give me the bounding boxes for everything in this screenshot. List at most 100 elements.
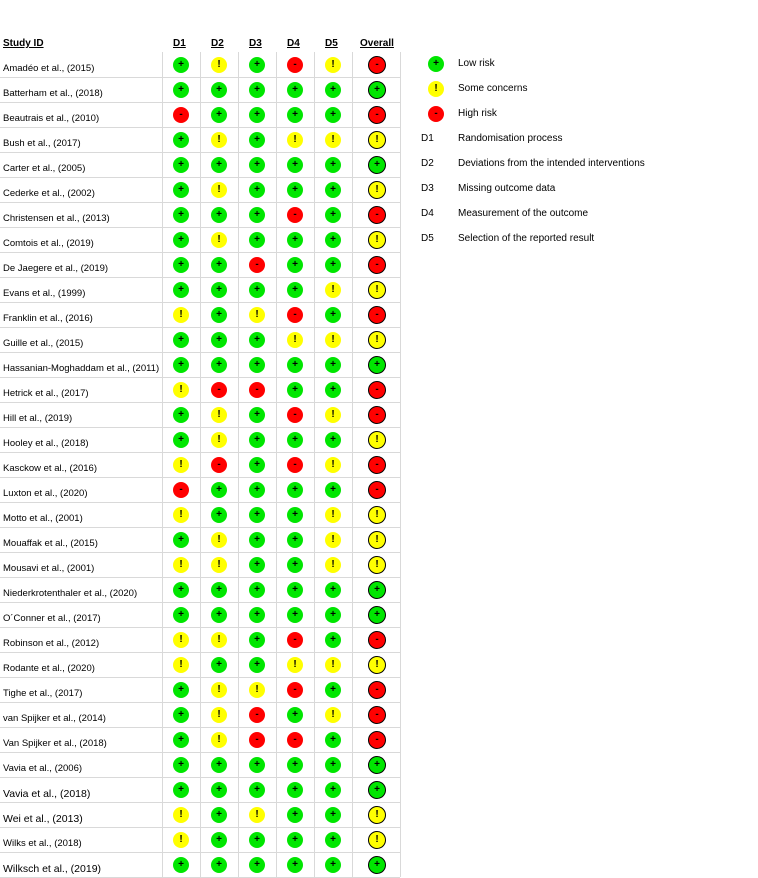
judgement-d3-some: ! <box>249 806 265 823</box>
judgement-d4-low: + <box>287 856 303 873</box>
judgement-overall-low: + <box>368 580 386 599</box>
judgement-overall-high: - <box>368 380 386 399</box>
judgement-overall-some: ! <box>368 655 386 674</box>
judgement-d3-low: + <box>249 106 265 123</box>
judgement-d4-low: + <box>287 581 303 598</box>
judgement-d5-low: + <box>325 381 341 398</box>
header-d5: D5 <box>325 38 338 49</box>
judgement-overall-high: - <box>368 630 386 649</box>
judgement-d2-low: + <box>211 781 227 798</box>
header-d2: D2 <box>211 38 224 49</box>
judgement-d5-low: + <box>325 756 341 773</box>
study-id: Luxton et al., (2020) <box>3 487 88 499</box>
row-divider <box>0 152 400 153</box>
judgement-d2-high: - <box>211 381 227 398</box>
judgement-d3-low: + <box>249 506 265 523</box>
judgement-d2-low: + <box>211 81 227 98</box>
study-id: Beautrais et al., (2010) <box>3 112 100 124</box>
judgement-d5-low: + <box>325 831 341 848</box>
judgement-d5-low: + <box>325 781 341 798</box>
judgement-d4-low: + <box>287 706 303 723</box>
judgement-overall-some: ! <box>368 830 386 849</box>
judgement-d3-low: + <box>249 556 265 573</box>
judgement-d1-high: - <box>173 106 189 123</box>
judgement-overall-low: + <box>368 605 386 624</box>
row-divider <box>0 377 400 378</box>
study-id: Rodante et al., (2020) <box>3 662 95 674</box>
legend-high-icon: - <box>428 106 444 122</box>
judgement-overall-high: - <box>368 730 386 749</box>
judgement-d1-some: ! <box>173 456 189 473</box>
judgement-d2-low: + <box>211 356 227 373</box>
row-divider <box>0 777 400 778</box>
row-divider <box>0 627 400 628</box>
column-divider <box>238 52 239 877</box>
judgement-d4-high: - <box>287 56 303 73</box>
row-divider <box>0 302 400 303</box>
judgement-overall-some: ! <box>368 430 386 449</box>
row-divider <box>0 227 400 228</box>
judgement-overall-high: - <box>368 705 386 724</box>
judgement-d1-some: ! <box>173 381 189 398</box>
header-study-id: Study ID <box>3 38 44 49</box>
judgement-d5-low: + <box>325 731 341 748</box>
judgement-d2-low: + <box>211 606 227 623</box>
header-overall: Overall <box>360 38 394 49</box>
judgement-d1-low: + <box>173 81 189 98</box>
judgement-d5-some: ! <box>325 456 341 473</box>
judgement-d4-low: + <box>287 281 303 298</box>
judgement-overall-high: - <box>368 455 386 474</box>
study-id: Comtois et al., (2019) <box>3 237 94 249</box>
judgement-overall-low: + <box>368 155 386 174</box>
judgement-d5-low: + <box>325 481 341 498</box>
study-id: Vavia et al., (2006) <box>3 762 83 774</box>
judgement-d3-high: - <box>249 381 265 398</box>
judgement-d5-low: + <box>325 206 341 223</box>
judgement-overall-high: - <box>368 105 386 124</box>
judgement-d4-low: + <box>287 531 303 548</box>
judgement-d2-some: ! <box>211 531 227 548</box>
legend-domain-key: D1 <box>421 133 434 144</box>
row-divider <box>0 177 400 178</box>
row-divider <box>0 802 400 803</box>
judgement-d3-low: + <box>249 781 265 798</box>
judgement-d1-some: ! <box>173 806 189 823</box>
judgement-d2-some: ! <box>211 431 227 448</box>
judgement-d2-low: + <box>211 806 227 823</box>
legend-domain-key: D5 <box>421 233 434 244</box>
judgement-d1-low: + <box>173 581 189 598</box>
study-id: Kasckow et al., (2016) <box>3 462 97 474</box>
study-id: Batterham et al., (2018) <box>3 87 103 99</box>
row-divider <box>0 477 400 478</box>
judgement-d1-low: + <box>173 706 189 723</box>
judgement-d1-low: + <box>173 731 189 748</box>
judgement-overall-high: - <box>368 680 386 699</box>
judgement-d1-low: + <box>173 856 189 873</box>
study-id: Vavia et al., (2018) <box>3 787 91 800</box>
judgement-d2-low: + <box>211 206 227 223</box>
judgement-d4-high: - <box>287 456 303 473</box>
study-id: Hill et al., (2019) <box>3 412 73 424</box>
judgement-d2-some: ! <box>211 131 227 148</box>
judgement-d1-low: + <box>173 606 189 623</box>
judgement-d3-low: + <box>249 56 265 73</box>
judgement-d3-low: + <box>249 481 265 498</box>
study-id: Wilks et al., (2018) <box>3 837 82 849</box>
judgement-overall-high: - <box>368 480 386 499</box>
judgement-d2-some: ! <box>211 631 227 648</box>
legend-domain-label: Missing outcome data <box>458 183 556 194</box>
row-divider <box>0 552 400 553</box>
judgement-d3-low: + <box>249 531 265 548</box>
study-id: Bush et al., (2017) <box>3 137 81 149</box>
judgement-d1-low: + <box>173 406 189 423</box>
row-divider <box>0 277 400 278</box>
judgement-d2-some: ! <box>211 56 227 73</box>
judgement-d3-low: + <box>249 581 265 598</box>
judgement-d4-high: - <box>287 631 303 648</box>
judgement-d1-low: + <box>173 356 189 373</box>
judgement-d2-low: + <box>211 506 227 523</box>
column-divider <box>276 52 277 877</box>
header-d4: D4 <box>287 38 300 49</box>
judgement-d1-some: ! <box>173 831 189 848</box>
study-id: Christensen et al., (2013) <box>3 212 110 224</box>
